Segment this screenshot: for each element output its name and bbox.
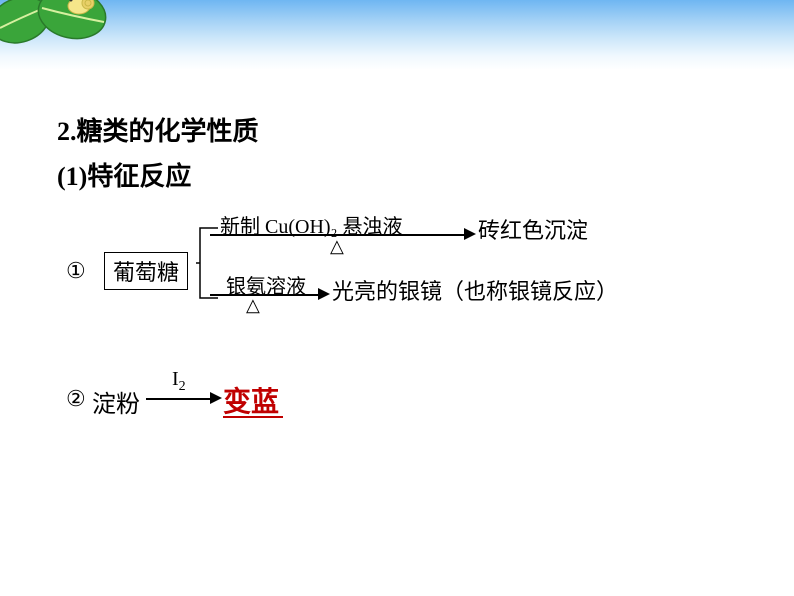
- iodine-i: I: [172, 368, 179, 390]
- result-underline: [223, 416, 283, 418]
- arrow-starch: [146, 398, 214, 400]
- iodine-label: I2: [172, 368, 186, 395]
- diagram-glucose: ① 葡萄糖 新制 Cu(OH)₂ 悬浊液 △ 砖红色沉淀 银氨溶液 △ 光亮的银…: [60, 210, 740, 330]
- subsection-heading: (1)特征反应: [57, 156, 191, 193]
- heat-symbol-bottom: △: [246, 295, 259, 316]
- arrowhead-bottom: [318, 288, 332, 300]
- diagram-starch: ② 淀粉 I2 变蓝: [60, 370, 460, 430]
- glucose-box: 葡萄糖: [104, 252, 188, 290]
- bracket-line: [196, 224, 220, 302]
- starch-label: 淀粉: [92, 384, 140, 419]
- item-number-1: ①: [66, 258, 86, 284]
- result-blue: 变蓝: [223, 380, 279, 420]
- heat-symbol-top: △: [330, 236, 343, 257]
- result-top: 砖红色沉淀: [478, 213, 588, 245]
- leaf-decoration: [0, 0, 134, 64]
- arrowhead-starch: [210, 392, 224, 404]
- item-number-2: ②: [66, 386, 86, 412]
- arrow-bottom: [210, 294, 322, 296]
- iodine-sub: 2: [179, 379, 186, 394]
- arrowhead-top: [464, 228, 478, 240]
- section-heading: 2.糖类的化学性质: [57, 111, 259, 148]
- result-bottom: 光亮的银镜（也称银镜反应）: [332, 274, 618, 306]
